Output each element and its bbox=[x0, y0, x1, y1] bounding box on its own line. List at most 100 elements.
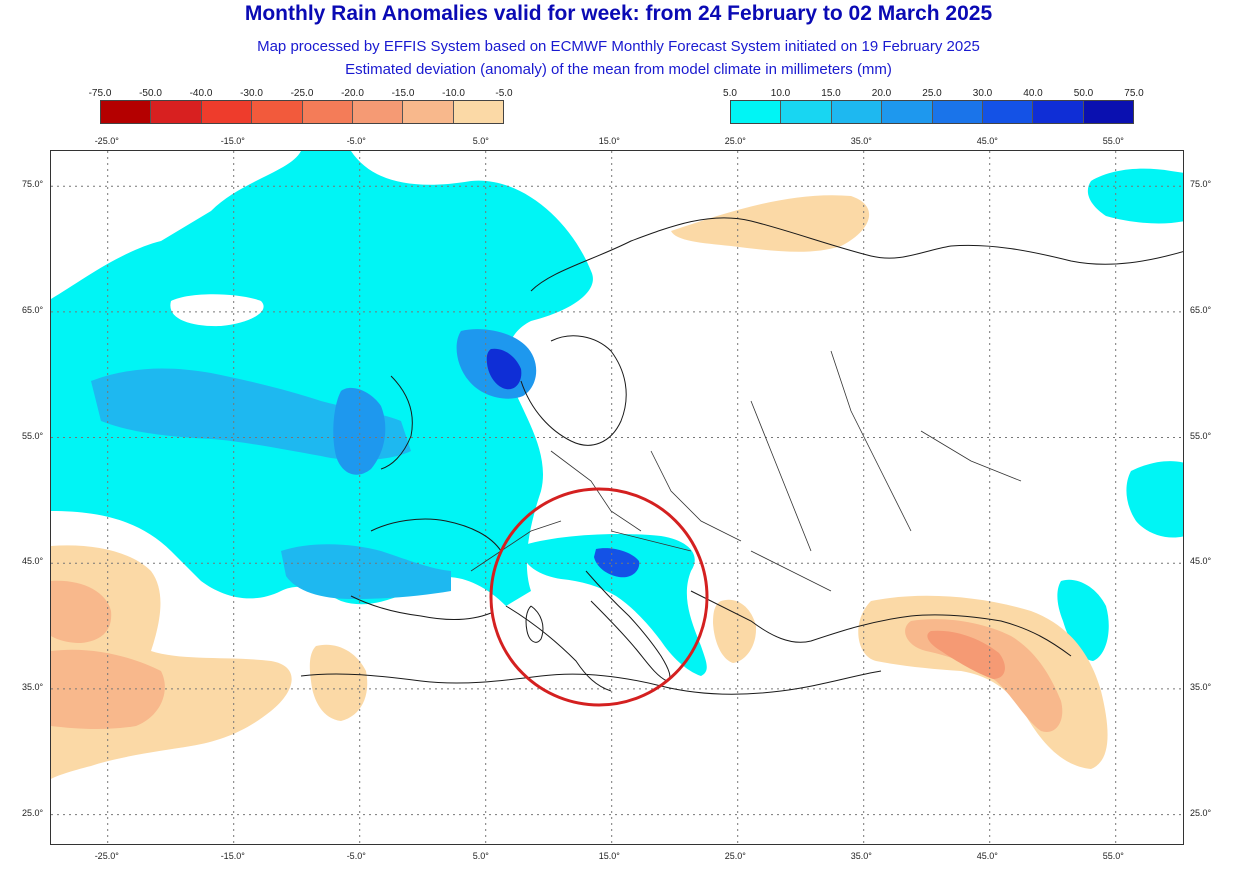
legend-tick-label: -75.0 bbox=[88, 88, 112, 99]
legend-tick-label: -5.0 bbox=[495, 88, 513, 99]
legend-color-swatch bbox=[1083, 101, 1133, 123]
italy-highlight-circle bbox=[489, 487, 709, 707]
axis-tick-label: 55.0° bbox=[22, 430, 44, 441]
legend-color-swatch bbox=[831, 101, 883, 123]
uk-anomaly bbox=[333, 387, 386, 475]
axis-tick-label: -5.0° bbox=[346, 136, 366, 146]
italy-coastline bbox=[525, 570, 671, 682]
axis-tick-label: 25.0° bbox=[724, 851, 746, 861]
iberia-anomaly bbox=[281, 544, 451, 599]
legend-color-swatch bbox=[302, 101, 353, 123]
legend-color-swatch bbox=[982, 101, 1034, 123]
axis-tick-label: 35.0° bbox=[22, 681, 44, 692]
western-europe-coastline bbox=[350, 375, 612, 692]
legend-tick-label: 10.0 bbox=[770, 88, 791, 99]
negative-legend-ticks: -75.0 -50.0 -40.0 -30.0 -25.0 -20.0 -15.0 -10.0… bbox=[89, 88, 513, 100]
legend-color-swatch bbox=[151, 101, 202, 123]
atlantic-positive-anomaly bbox=[51, 151, 593, 606]
legend-tick-label: 5.0 bbox=[723, 88, 737, 99]
italy-anomaly bbox=[521, 534, 707, 676]
map-title: Monthly Rain Anomalies valid for week: f… bbox=[244, 2, 993, 25]
legend-color-swatch bbox=[882, 101, 933, 123]
axis-tick-label: -5.0° bbox=[346, 851, 366, 861]
russia-east-anomaly bbox=[1126, 461, 1183, 538]
axis-tick-label: 25.0° bbox=[1190, 807, 1212, 818]
axis-tick-label: 65.0° bbox=[22, 304, 44, 315]
iceland-gap bbox=[170, 294, 264, 327]
axis-tick-label: -15.0° bbox=[220, 136, 245, 146]
legend-color-swatch bbox=[201, 101, 253, 123]
axis-tick-label: 45.0° bbox=[22, 556, 44, 567]
graticule bbox=[51, 151, 1183, 844]
legend-color-swatch bbox=[101, 101, 152, 123]
anomaly-map bbox=[50, 150, 1184, 845]
scandinavia-north-anomaly bbox=[1087, 168, 1183, 224]
atlantic-south-stronger bbox=[51, 580, 112, 643]
legend-tick-label: 50.0 bbox=[1073, 88, 1094, 99]
axis-tick-label: 25.0° bbox=[22, 807, 44, 818]
legend-color-swatch bbox=[731, 101, 782, 123]
map-subtitle-processing: Map processed by EFFIS System based on E… bbox=[257, 38, 980, 55]
legend-tick-label: 25.0 bbox=[922, 88, 942, 99]
positive-legend-colorbar bbox=[730, 100, 1134, 124]
map-subtitle-units: Estimated deviation (anomaly) of the mea… bbox=[345, 61, 892, 78]
legend-tick-label: 40.0 bbox=[1023, 88, 1043, 99]
axis-tick-label: 35.0° bbox=[1190, 681, 1212, 692]
axis-tick-label: 55.0° bbox=[1190, 430, 1212, 441]
legend-color-swatch bbox=[403, 101, 454, 123]
italy-core-anomaly bbox=[594, 548, 640, 578]
axis-tick-label: 45.0° bbox=[976, 851, 998, 861]
legend-tick-label: 20.0 bbox=[871, 88, 892, 99]
coastlines bbox=[300, 217, 1183, 695]
balkans-turkey-coastline bbox=[690, 590, 1072, 657]
legend-tick-label: 15.0 bbox=[821, 88, 841, 99]
legend-tick-label: -15.0 bbox=[391, 88, 415, 99]
axis-tick-label: 35.0° bbox=[850, 136, 872, 146]
middle-east-core bbox=[927, 630, 1005, 679]
atlantic-south-core bbox=[51, 649, 165, 730]
legend-tick-label: -30.0 bbox=[240, 88, 263, 99]
axis-tick-label: 45.0° bbox=[1190, 556, 1212, 567]
legend-tick-label: -50.0 bbox=[139, 88, 162, 99]
axis-tick-label: -25.0° bbox=[94, 851, 119, 861]
axis-tick-label: 55.0° bbox=[1102, 851, 1124, 861]
axis-tick-label: 75.0° bbox=[22, 179, 44, 190]
legend-color-swatch bbox=[932, 101, 983, 123]
anomaly-map-canvas bbox=[51, 151, 1183, 844]
axis-tick-label: 15.0° bbox=[598, 851, 620, 861]
legend-tick-label: 30.0 bbox=[972, 88, 993, 99]
axis-tick-label: 75.0° bbox=[1190, 179, 1212, 190]
axis-tick-label: 45.0° bbox=[976, 136, 998, 146]
norway-core-anomaly bbox=[486, 348, 522, 390]
legend-tick-label: -40.0 bbox=[189, 88, 213, 99]
anomaly-layer bbox=[51, 151, 1183, 779]
arctic-negative bbox=[671, 195, 870, 252]
positive-anomaly-legend: 5.0 10.0 15.0 20.0 25.0 30.0 40.0 50.0 75.0 bbox=[723, 88, 1144, 128]
axis-tick-label: 5.0° bbox=[472, 851, 489, 861]
axis-tick-label: 35.0° bbox=[850, 851, 872, 861]
north-africa-negative bbox=[309, 644, 368, 721]
greece-negative bbox=[713, 599, 757, 663]
legend-color-swatch bbox=[352, 101, 404, 123]
legend-color-swatch bbox=[453, 101, 503, 123]
legend-tick-label: -20.0 bbox=[341, 88, 364, 99]
axis-tick-label: 65.0° bbox=[1190, 304, 1212, 315]
scandinavia-coastline bbox=[520, 217, 1183, 446]
negative-legend-colorbar bbox=[100, 100, 504, 124]
country-borders bbox=[470, 350, 1022, 592]
axis-tick-label: 25.0° bbox=[724, 136, 746, 146]
legend-color-swatch bbox=[781, 101, 832, 123]
caucasus-anomaly bbox=[1057, 579, 1109, 661]
positive-legend-ticks: 5.0 10.0 15.0 20.0 25.0 30.0 40.0 50.0 75.0 bbox=[723, 88, 1144, 100]
legend-color-swatch bbox=[252, 101, 303, 123]
legend-tick-label: 75.0 bbox=[1124, 88, 1144, 99]
north-africa-coastline bbox=[300, 670, 882, 695]
axis-tick-label: -15.0° bbox=[220, 851, 245, 861]
atlantic-mid-anomaly bbox=[91, 368, 411, 461]
legend-tick-label: -25.0 bbox=[290, 88, 314, 99]
legend-tick-label: -10.0 bbox=[442, 88, 465, 99]
axis-tick-label: -25.0° bbox=[94, 136, 119, 146]
axis-tick-label: 5.0° bbox=[472, 136, 489, 146]
axis-tick-label: 15.0° bbox=[598, 136, 620, 146]
axis-tick-label: 55.0° bbox=[1102, 136, 1124, 146]
